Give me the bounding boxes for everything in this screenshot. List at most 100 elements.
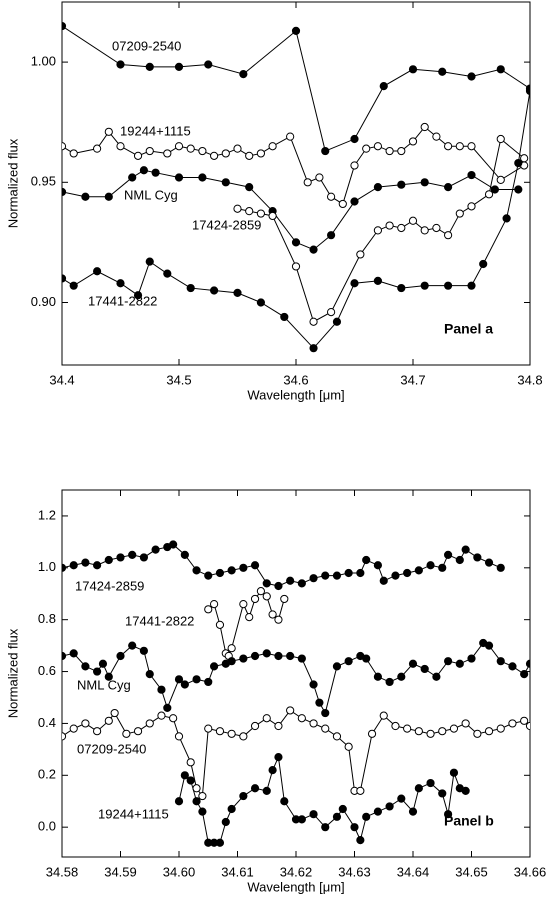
data-point: [327, 192, 336, 201]
data-point: [151, 545, 160, 554]
data-point: [350, 161, 359, 170]
data-point: [373, 183, 382, 192]
data-point: [490, 185, 499, 194]
data-point: [93, 561, 102, 570]
data-point: [467, 72, 476, 81]
data-point: [239, 563, 248, 572]
data-point: [321, 146, 330, 156]
data-point: [69, 724, 78, 733]
data-point: [432, 672, 441, 681]
series-label: 19244+1115: [120, 123, 191, 138]
data-point: [221, 817, 230, 827]
data-point: [484, 558, 494, 567]
data-point: [174, 732, 184, 741]
x-axis-label: Wavelength [μm]: [247, 387, 344, 402]
data-point: [133, 151, 143, 160]
x-tick-label: 34.62: [280, 864, 313, 879]
data-point: [403, 724, 412, 733]
data-point: [110, 708, 119, 718]
data-point: [508, 662, 517, 671]
data-point: [373, 226, 382, 235]
series-label: 17441-2822: [125, 613, 194, 628]
data-point: [438, 563, 447, 572]
data-point: [309, 344, 318, 353]
x-tick-label: 34.64: [397, 864, 430, 879]
data-point: [496, 657, 505, 666]
y-tick-label: 1.00: [31, 54, 56, 69]
data-point: [397, 180, 406, 189]
data-point: [163, 703, 172, 712]
data-point: [62, 563, 67, 572]
data-point: [210, 151, 219, 160]
data-point: [391, 721, 400, 731]
data-point: [198, 146, 207, 156]
data-point: [379, 576, 388, 585]
data-point: [414, 727, 423, 736]
plot-group: [62, 21, 530, 353]
data-point: [438, 727, 447, 736]
data-point: [274, 615, 283, 624]
series-label: 17441-2822: [88, 293, 157, 308]
x-tick-label: 34.7: [400, 372, 425, 387]
data-point: [297, 654, 306, 663]
data-point: [520, 154, 529, 163]
data-point: [250, 651, 260, 661]
series-label: 19244+1115: [98, 806, 169, 821]
data-point: [62, 142, 67, 151]
x-tick-label: 34.4: [49, 372, 74, 387]
data-point: [484, 641, 494, 650]
data-point: [291, 262, 301, 271]
data-point: [256, 149, 265, 158]
data-point: [426, 778, 435, 788]
data-point: [520, 716, 529, 725]
x-tick-label: 34.59: [104, 864, 137, 879]
data-point: [239, 732, 248, 741]
data-point: [367, 729, 377, 738]
data-point: [496, 134, 505, 144]
data-point: [408, 216, 418, 225]
data-point: [221, 178, 230, 187]
data-point: [467, 281, 476, 290]
y-tick-label: 0.6: [38, 663, 56, 678]
data-point: [420, 178, 429, 187]
data-point: [449, 724, 459, 733]
data-point: [350, 823, 359, 832]
data-point: [210, 600, 219, 609]
data-point: [145, 146, 154, 156]
data-point: [245, 207, 254, 216]
data-point: [444, 231, 453, 240]
data-point: [309, 317, 318, 326]
data-point: [198, 807, 207, 816]
data-point: [139, 553, 148, 562]
data-point: [104, 192, 113, 201]
data-point: [286, 132, 295, 141]
data-point: [338, 199, 347, 209]
data-point: [245, 612, 254, 622]
data-point: [525, 721, 530, 731]
data-point: [321, 823, 330, 832]
data-point: [321, 571, 330, 580]
data-point: [104, 555, 113, 565]
series-label: 07209-2540: [112, 38, 181, 53]
data-point: [239, 600, 248, 609]
data-point: [81, 662, 90, 671]
data-point: [344, 568, 353, 578]
data-point: [385, 146, 394, 156]
data-point: [233, 144, 242, 153]
data-point: [268, 610, 277, 619]
data-point: [408, 65, 418, 74]
data-point: [186, 758, 195, 767]
data-point: [239, 70, 248, 79]
data-point: [262, 649, 271, 658]
data-point: [286, 706, 295, 715]
data-point: [362, 144, 371, 153]
y-tick-label: 1.2: [38, 507, 56, 522]
data-point: [461, 719, 470, 728]
data-point: [514, 158, 523, 168]
data-point: [309, 719, 318, 728]
data-point: [373, 672, 382, 681]
data-point: [309, 574, 318, 583]
x-tick-label: 34.63: [338, 864, 371, 879]
data-point: [81, 719, 90, 728]
